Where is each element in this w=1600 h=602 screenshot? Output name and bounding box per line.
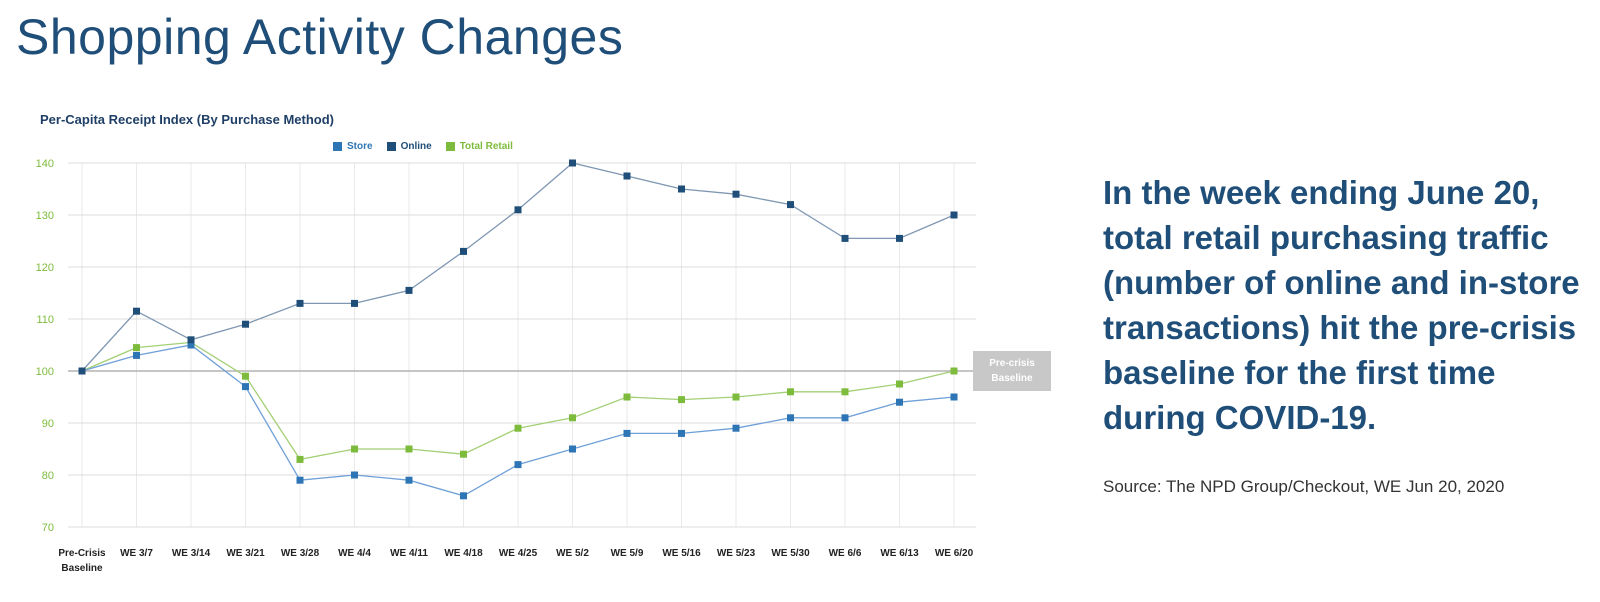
data-point-online: [514, 206, 522, 214]
data-point-store: [460, 492, 467, 500]
x-tick-label: WE 4/11: [390, 548, 428, 559]
data-point-online: [950, 211, 958, 219]
x-tick-label: WE 5/9: [611, 548, 644, 559]
x-tick-label: Pre-Crisis: [58, 548, 106, 559]
data-point-total-retail: [896, 380, 903, 388]
data-point-store: [296, 476, 304, 484]
baseline-callout: Pre-crisis Baseline: [973, 351, 1051, 391]
data-point-total-retail: [678, 396, 685, 404]
legend-label-online: Online: [400, 141, 432, 152]
data-point-online: [787, 201, 794, 209]
x-tick-label: WE 5/16: [662, 548, 701, 559]
data-point-store: [351, 471, 358, 479]
data-point-online: [187, 336, 195, 344]
baseline-callout-line-1: Pre-crisis: [989, 358, 1035, 369]
x-tick-label: WE 3/14: [172, 548, 211, 559]
legend-swatch-total-retail: [445, 142, 455, 151]
data-point-online: [896, 234, 903, 242]
x-tick-label: WE 5/30: [771, 548, 810, 559]
x-tick-label: WE 5/23: [717, 548, 756, 559]
data-point-total-retail: [460, 450, 467, 458]
data-point-online: [405, 286, 413, 294]
data-point-store: [841, 414, 849, 422]
legend-label-total-retail: Total Retail: [459, 141, 513, 152]
data-point-total-retail: [732, 393, 740, 401]
x-tick-label: WE 6/6: [829, 548, 862, 559]
data-point-total-retail: [569, 414, 576, 422]
data-point-store: [133, 351, 140, 359]
data-point-store: [187, 341, 195, 349]
data-point-total-retail: [405, 445, 413, 453]
data-point-total-retail: [242, 372, 249, 380]
y-tick-label: 120: [36, 262, 54, 274]
data-point-store: [678, 429, 685, 437]
legend-item-store: Store: [333, 141, 373, 152]
x-tick-label: WE 4/18: [444, 548, 483, 559]
data-point-total-retail: [841, 388, 849, 396]
data-point-total-retail: [950, 367, 958, 375]
data-point-total-retail: [133, 344, 140, 352]
data-point-store: [514, 461, 522, 469]
legend-swatch-online: [386, 142, 396, 151]
y-tick-label: 90: [42, 418, 54, 430]
data-point-online: [296, 299, 304, 307]
page-title: Shopping Activity Changes: [16, 9, 624, 65]
data-point-store: [787, 414, 794, 422]
data-point-store: [405, 476, 413, 484]
x-tick-label: WE 3/21: [226, 548, 265, 559]
x-tick-label: WE 5/2: [556, 548, 589, 559]
y-tick-label: 130: [36, 210, 54, 222]
x-tick-label: WE 4/25: [499, 548, 538, 559]
legend-label-store: Store: [347, 141, 373, 152]
legend-swatch-store: [333, 142, 342, 151]
data-point-total-retail: [787, 388, 794, 396]
line-chart: 70 80 90 100 110 120 130 140 Pre-Crisis Baseline W…: [36, 158, 976, 574]
x-tick-label: WE 6/13: [880, 548, 919, 559]
data-point-online: [78, 367, 86, 375]
data-point-online: [678, 185, 685, 193]
chart-legend: Store Online Total Retail: [333, 141, 513, 152]
x-tick-label: WE 3/7: [120, 548, 153, 559]
x-tick-label: WE 3/28: [281, 548, 320, 559]
data-point-total-retail: [514, 424, 522, 432]
x-tick-label: Baseline: [61, 563, 103, 574]
x-tick-label: WE 4/4: [338, 548, 371, 559]
x-tick-label: WE 6/20: [935, 548, 974, 559]
data-point-online: [623, 172, 631, 180]
data-point-total-retail: [351, 445, 358, 453]
data-point-online: [569, 159, 576, 167]
data-point-online: [732, 190, 740, 198]
headline-text: In the week ending June 20, total retail…: [1103, 174, 1580, 436]
baseline-callout-line-2: Baseline: [991, 373, 1033, 384]
data-point-online: [242, 320, 249, 328]
y-tick-label: 140: [36, 158, 54, 170]
y-tick-label: 110: [36, 314, 54, 326]
data-point-store: [242, 383, 249, 391]
data-point-online: [133, 307, 140, 315]
y-tick-label: 100: [36, 366, 54, 378]
baseline-callout-text: Pre-crisis Baseline: [989, 356, 1035, 386]
data-point-store: [732, 424, 740, 432]
legend-item-total-retail: Total Retail: [445, 141, 513, 152]
y-tick-label: 70: [42, 522, 54, 534]
data-point-store: [623, 429, 631, 437]
data-point-store: [896, 398, 903, 406]
y-tick-label: 80: [42, 470, 54, 482]
source-note: Source: The NPD Group/Checkout, WE Jun 2…: [1103, 477, 1505, 496]
data-point-total-retail: [623, 393, 631, 401]
data-point-store: [569, 445, 576, 453]
data-point-online: [351, 299, 358, 307]
data-point-online: [460, 247, 467, 255]
chart-title: Per-Capita Receipt Index (By Purchase Me…: [40, 112, 335, 127]
legend-item-online: Online: [386, 141, 432, 152]
data-point-store: [950, 393, 958, 401]
data-point-total-retail: [296, 455, 304, 463]
data-point-online: [841, 234, 849, 242]
